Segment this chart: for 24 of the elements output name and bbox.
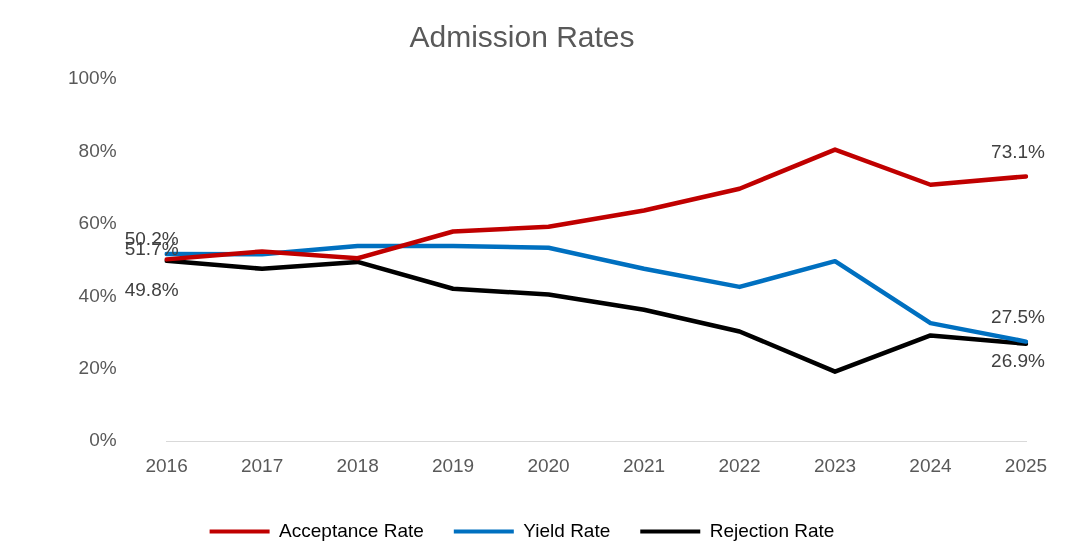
y-tick-label: 80% <box>78 139 117 161</box>
data-label: 49.8% <box>124 279 179 301</box>
legend-label: Yield Rate <box>523 519 611 541</box>
x-tick-label: 2019 <box>431 454 475 476</box>
x-tick-label: 2018 <box>336 454 379 476</box>
data-label: 73.1% <box>991 141 1046 163</box>
y-tick-label: 60% <box>78 212 117 234</box>
x-tick-label: 2021 <box>622 454 666 476</box>
y-tick-label: 40% <box>78 284 117 306</box>
x-tick-label: 2023 <box>813 454 857 476</box>
x-tick-label: 2020 <box>527 454 570 476</box>
x-tick-label: 2025 <box>1004 454 1048 476</box>
y-tick-label: 0% <box>89 429 117 451</box>
x-tick-label: 2022 <box>718 454 761 476</box>
x-tick-label: 2024 <box>909 454 953 476</box>
y-tick-label: 20% <box>78 356 117 378</box>
x-tick-label: 2016 <box>145 454 188 476</box>
data-label: 26.9% <box>991 349 1046 371</box>
y-tick-label: 100% <box>67 67 117 89</box>
data-label: 27.5% <box>991 306 1046 328</box>
x-tick-label: 2017 <box>240 454 284 476</box>
legend-label: Acceptance Rate <box>279 519 424 541</box>
chart-title: Admission Rates <box>409 20 635 54</box>
legend-label: Rejection Rate <box>709 519 835 541</box>
